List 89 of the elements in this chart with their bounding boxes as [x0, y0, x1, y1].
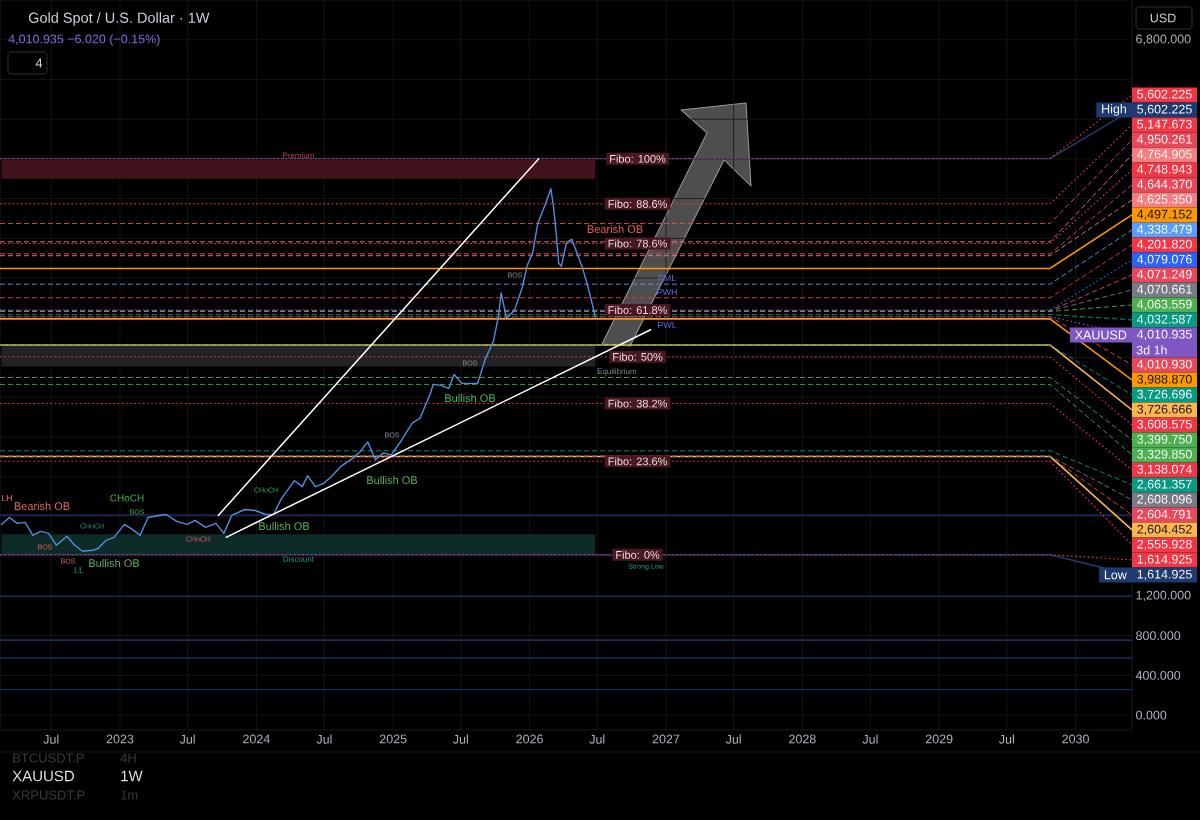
ref-line-label: 5,602.225 [1137, 89, 1192, 101]
annotation: Fibo: 100% [610, 154, 666, 163]
x-tick-label: Jul [453, 734, 468, 744]
y-tick-label: 6,800.000 [1136, 34, 1191, 45]
x-tick-label: 2027 [652, 734, 680, 744]
ref-line-label: 3,608.575 [1137, 419, 1192, 431]
annotation: Bearish OB [14, 501, 70, 511]
x-tick-label: Jul [179, 734, 195, 744]
x-tick-label: 2029 [925, 734, 953, 744]
ref-line-label: 4,071.249 [1136, 269, 1192, 281]
ref-line-label: 3,138.074 [1137, 464, 1192, 476]
band-label: Premium [283, 152, 314, 159]
y-tick-label: 0.000 [1136, 710, 1167, 720]
ref-line-label: 4,079.076 [1136, 254, 1192, 266]
x-tick-label: 2025 [379, 734, 407, 744]
text: 4,010.935 −6.020 (−0.15%) [8, 34, 160, 46]
x-tick-label: Jul [725, 734, 741, 744]
annotation: Bullish OB [445, 393, 496, 403]
annotation: LH [1, 494, 13, 502]
ref-line-label: 4,497.152 [1136, 209, 1192, 221]
annotation: Fibo: 61.8% [608, 305, 668, 315]
y-tick-label: 1,200.000 [1136, 590, 1191, 602]
annotation: LL [74, 566, 84, 574]
text: USD [1150, 13, 1176, 23]
ref-line-label: 3,329.850 [1137, 449, 1192, 461]
ref-line-label: 4,201.820 [1136, 239, 1192, 251]
y-tick-label: 400.000 [1135, 670, 1181, 680]
x-tick-label: 2030 [1062, 734, 1089, 744]
ref-line-label: 2,661.357 [1137, 479, 1192, 491]
ref-line-label: 4,063.559 [1136, 299, 1192, 311]
band-label: Discount [283, 555, 314, 562]
ref-line-label: 2,604.791 [1137, 509, 1192, 521]
ref-line-label: 5,147.673 [1137, 119, 1192, 131]
ref-line-label: 2,608.096 [1137, 494, 1192, 506]
annotation: Fibo: 0% [616, 550, 660, 559]
text: XAUUSD [12, 770, 74, 782]
annotation: Bullish OB [259, 521, 310, 531]
ref-line-label: 4,644.370 [1136, 179, 1192, 191]
ref-line-label: 4,625.350 [1136, 194, 1192, 206]
ref-line-label: 4,010.935 [1136, 329, 1192, 341]
x-tick-label: 2023 [106, 734, 134, 744]
x-tick-label: Jul [589, 734, 605, 744]
annotation: PWL [657, 321, 677, 329]
x-tick-label: 2024 [243, 734, 270, 744]
ref-line-label: 3,988.870 [1137, 374, 1192, 386]
annotation: Bullish OB [367, 475, 418, 485]
x-tick-label: Jul [43, 734, 59, 744]
ref-line-label: 3,726.666 [1137, 404, 1192, 416]
x-tick-label: 2026 [516, 734, 543, 744]
text: Gold Spot / U.S. Dollar · 1W [28, 12, 210, 26]
ref-line-label: 4,010.930 [1136, 359, 1192, 371]
ref-line-label: 5,602.225 [1137, 104, 1192, 116]
ref-line-label: 4,070.661 [1136, 284, 1192, 296]
ref-line-label: 2,604.452 [1137, 524, 1192, 536]
annotation: High [1102, 104, 1126, 116]
text: 1m [121, 790, 138, 800]
ref-line-label: 2,555.928 [1137, 539, 1192, 551]
annotation: Fibo: 38.2% [608, 399, 668, 408]
x-tick-label: Jul [999, 734, 1014, 744]
annotation: CHoCH [110, 494, 144, 502]
text: BTCUSDT.P [13, 753, 84, 763]
annotation: Bullish OB [89, 558, 140, 568]
text: 3d 1h [1136, 345, 1167, 355]
ref-line-label: 4,748.943 [1136, 164, 1192, 176]
ref-line-label: 3,399.750 [1137, 434, 1192, 446]
ref-line-label: 4,950.261 [1136, 134, 1192, 146]
ref-line-label: 4,338.479 [1136, 224, 1192, 236]
annotation: PML [658, 274, 676, 282]
x-tick-label: Jul [316, 734, 332, 744]
ref-line-label: 1,614.925 [1137, 554, 1192, 566]
text: 1W [121, 770, 143, 782]
annotation: PWH [657, 288, 677, 296]
annotation: XAUUSD [1075, 330, 1127, 340]
ref-line-label: 4,764.905 [1136, 149, 1192, 161]
ref-line-label: 4,032.587 [1136, 314, 1192, 326]
x-tick-label: 2028 [789, 734, 816, 744]
y-tick-label: 800.000 [1136, 631, 1181, 641]
annotation: Fibo: 50% [613, 352, 663, 361]
ref-line-label: 3,726.696 [1137, 389, 1192, 401]
annotation: Low [1104, 570, 1127, 580]
ref-line-label: 1,614.925 [1137, 569, 1192, 581]
text: XRPUSDT.P [12, 790, 85, 800]
annotation: 4 [35, 58, 43, 68]
annotation: Bearish OB [587, 224, 643, 234]
annotation: Fibo: 88.6% [608, 199, 668, 208]
band-label: Equilibrium [597, 368, 637, 376]
annotation: Fibo: 23.6% [608, 457, 668, 466]
x-tick-label: Jul [862, 734, 878, 744]
annotation: Fibo: 78.6% [608, 239, 668, 248]
